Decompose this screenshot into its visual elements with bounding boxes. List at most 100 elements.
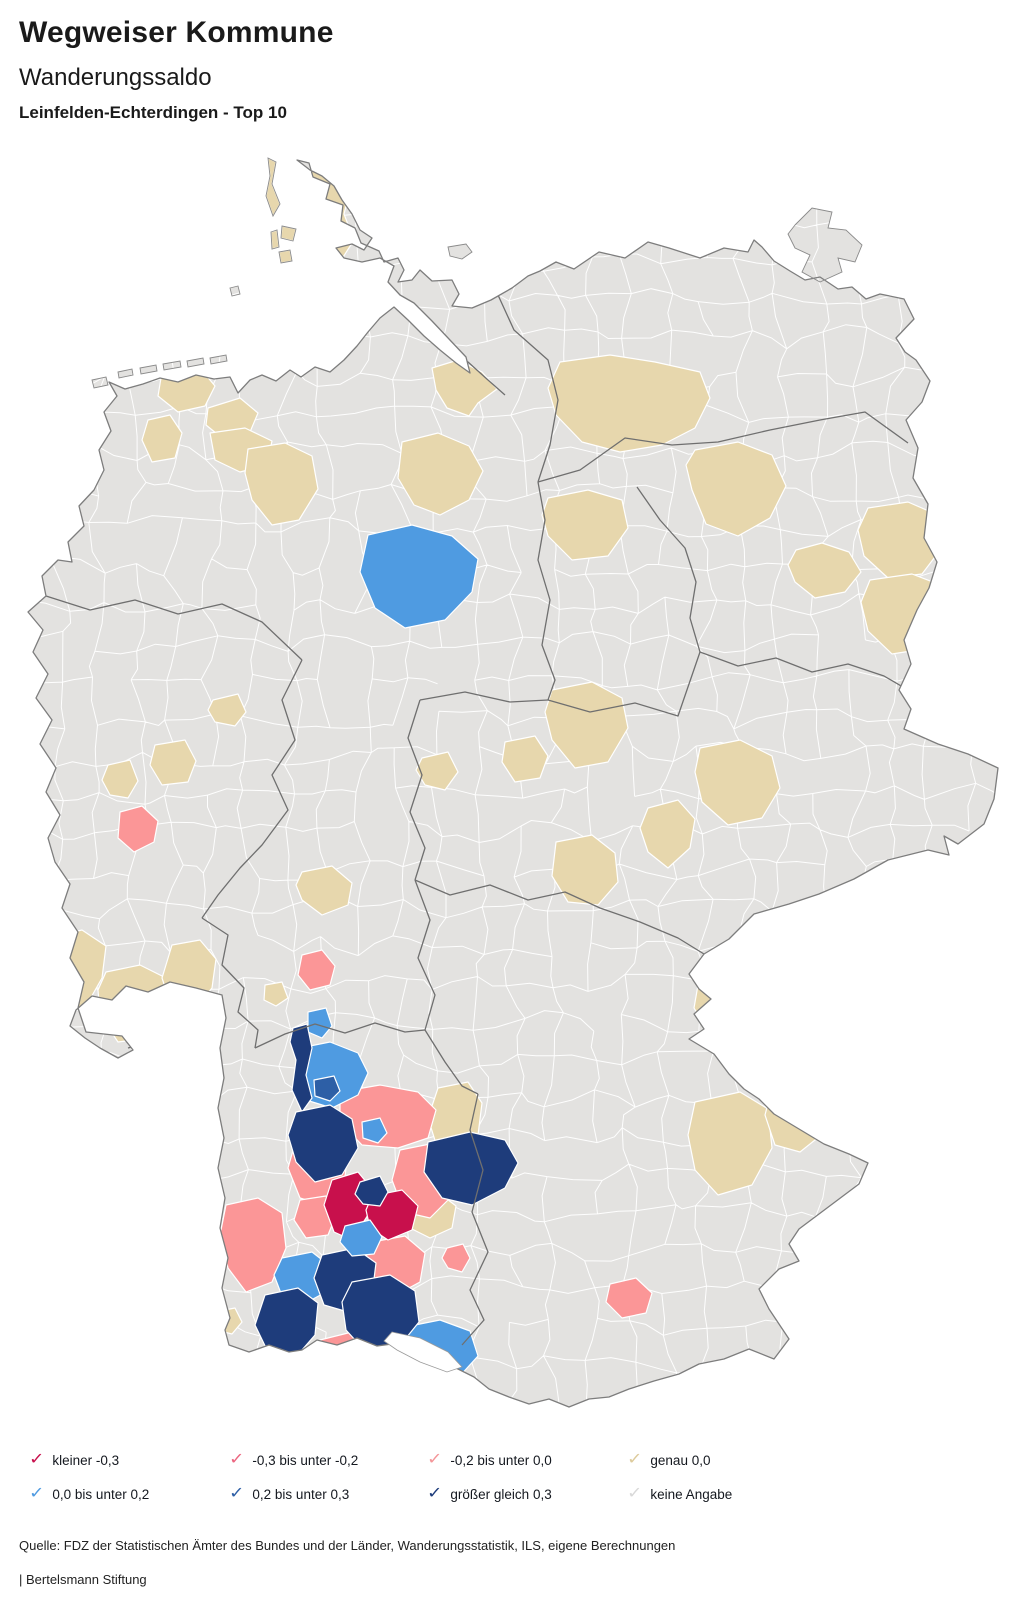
map-region-navy[interactable] xyxy=(354,1175,389,1207)
map-region-tan[interactable] xyxy=(161,939,217,1013)
map-region-navy[interactable] xyxy=(254,1287,319,1359)
map-region-navy[interactable] xyxy=(289,1023,313,1113)
map-region-tan[interactable] xyxy=(244,442,319,526)
legend-item-label: genau 0,0 xyxy=(650,1452,711,1468)
check-icon[interactable]: ✓ xyxy=(28,1485,45,1502)
island-outline xyxy=(117,368,134,379)
map-region-tan[interactable] xyxy=(787,542,862,599)
map-region-tan[interactable] xyxy=(101,759,139,799)
state-border xyxy=(537,481,556,701)
check-icon[interactable]: ✓ xyxy=(228,1451,245,1468)
legend-item-medium[interactable]: ✓ 0,2 bis unter 0,3 xyxy=(228,1485,350,1502)
legend-row-1: ✓ 0,0 bis unter 0,2 ✓ 0,2 bis unter 0,3 ✓ grö… xyxy=(0,1486,1024,1520)
country-fill xyxy=(28,158,998,1407)
legend-item-label: größer gleich 0,3 xyxy=(450,1486,552,1502)
colored-regions xyxy=(39,158,953,1386)
map-region-pink[interactable] xyxy=(441,1243,471,1273)
map-region-tan[interactable] xyxy=(207,693,247,727)
island-outline xyxy=(91,376,109,389)
map-region-pink[interactable] xyxy=(297,949,336,991)
map-layers xyxy=(28,158,998,1407)
legend-item-tan[interactable]: ✓ genau 0,0 xyxy=(626,1451,711,1468)
map-region-tan[interactable] xyxy=(551,834,619,906)
island-outline xyxy=(162,360,182,371)
check-icon[interactable]: ✓ xyxy=(426,1485,443,1502)
map-region-pink[interactable] xyxy=(605,1277,653,1319)
map-region-tan[interactable] xyxy=(149,739,197,786)
island-outline xyxy=(209,354,228,365)
state-border xyxy=(254,1022,426,1049)
map-region-tan[interactable] xyxy=(141,414,183,463)
map-region-light[interactable] xyxy=(359,524,479,629)
legend-item-label: kleiner -0,3 xyxy=(52,1452,120,1468)
map-region-tan[interactable] xyxy=(857,501,945,579)
map-region-tan[interactable] xyxy=(639,799,696,869)
state-border xyxy=(201,917,259,1049)
legend-item-none[interactable]: ✓ keine Angabe xyxy=(626,1485,733,1502)
state-border xyxy=(45,595,303,661)
map-region-tan[interactable] xyxy=(685,441,787,537)
state-border xyxy=(461,1093,489,1346)
page-subtitle: Wanderungssaldo xyxy=(19,64,212,91)
map-region-tan[interactable] xyxy=(693,977,739,1029)
state-border xyxy=(414,879,705,955)
island-outline xyxy=(278,249,293,264)
check-icon[interactable]: ✓ xyxy=(228,1485,245,1502)
legend-item-label: -0,2 bis unter 0,0 xyxy=(450,1452,552,1468)
state-border xyxy=(419,691,549,703)
map-region-tan[interactable] xyxy=(544,681,629,769)
island-outline xyxy=(787,207,863,283)
legend-item-label: 0,0 bis unter 0,2 xyxy=(52,1486,150,1502)
region-title: Leinfelden-Echterdingen - Top 10 xyxy=(19,103,287,122)
map-region-medium[interactable] xyxy=(313,1075,341,1102)
legend-item-crimson[interactable]: ✓ kleiner -0,3 xyxy=(28,1451,120,1468)
island-outline xyxy=(280,225,297,242)
legend-item-light[interactable]: ✓ 0,0 bis unter 0,2 xyxy=(28,1485,150,1502)
state-border xyxy=(201,659,303,919)
map-region-light[interactable] xyxy=(361,1117,388,1144)
map-region-pink[interactable] xyxy=(117,805,159,853)
state-border xyxy=(699,651,909,691)
legend-item-label: -0,3 bis unter -0,2 xyxy=(252,1452,359,1468)
map-region-tan[interactable] xyxy=(299,167,355,287)
island-outline xyxy=(447,243,473,260)
island-outline xyxy=(265,157,281,218)
map-region-light[interactable] xyxy=(339,1219,383,1257)
island-outline xyxy=(139,364,158,375)
island-outline xyxy=(270,229,280,250)
map-region-tan[interactable] xyxy=(415,751,459,791)
map-region-tan[interactable] xyxy=(687,1091,773,1196)
map-region-navy[interactable] xyxy=(287,1104,359,1183)
map-region-tan[interactable] xyxy=(501,735,549,783)
check-icon[interactable]: ✓ xyxy=(626,1485,643,1502)
state-border xyxy=(414,879,479,1095)
state-border xyxy=(636,486,701,653)
map-region-tan[interactable] xyxy=(295,865,353,916)
legend-item-navy[interactable]: ✓ größer gleich 0,3 xyxy=(426,1485,552,1502)
page-title: Wegweiser Kommune xyxy=(19,16,334,49)
state-border xyxy=(407,699,426,881)
legend-item-label: keine Angabe xyxy=(650,1486,733,1502)
legend-item-pink[interactable]: ✓ -0,2 bis unter 0,0 xyxy=(426,1451,552,1468)
check-icon[interactable]: ✓ xyxy=(28,1451,45,1468)
island-outline xyxy=(229,285,241,297)
map-region-tan[interactable] xyxy=(397,432,484,516)
brand-line: | Bertelsmann Stiftung xyxy=(19,1572,147,1587)
legend-item-rose[interactable]: ✓ -0,3 bis unter -0,2 xyxy=(228,1451,359,1468)
country-outline xyxy=(27,159,999,1408)
check-icon[interactable]: ✓ xyxy=(626,1451,643,1468)
map-region-tan[interactable] xyxy=(694,739,781,826)
legend-item-label: 0,2 bis unter 0,3 xyxy=(252,1486,350,1502)
map-region-navy[interactable] xyxy=(423,1131,519,1206)
check-icon[interactable]: ✓ xyxy=(426,1451,443,1468)
legend-row-0: ✓ kleiner -0,3 ✓ -0,3 bis unter -0,2 ✓ -0,2 b… xyxy=(0,1452,1024,1486)
lake-constance xyxy=(383,1331,463,1373)
map-region-tan[interactable] xyxy=(39,929,107,1016)
source-line: Quelle: FDZ der Statistischen Ämter des … xyxy=(19,1538,676,1553)
map-region-tan[interactable] xyxy=(97,964,173,1043)
state-border xyxy=(537,411,909,483)
map-region-tan[interactable] xyxy=(547,354,711,453)
map-region-tan[interactable] xyxy=(263,981,289,1007)
